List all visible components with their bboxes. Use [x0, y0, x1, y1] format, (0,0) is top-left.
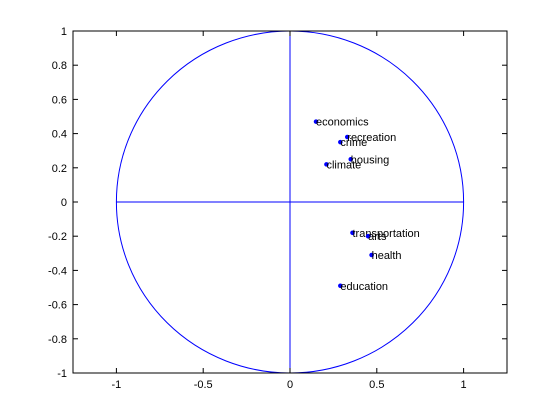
data-point-climate	[324, 162, 329, 167]
chart-marks: economicsrecreationcrimehousingclimatetr…	[115, 30, 465, 374]
y-tick-label: -0.4	[48, 265, 67, 277]
x-tick-label: 1	[461, 379, 467, 391]
data-point-education	[338, 283, 343, 289]
y-tick-label: 0.2	[52, 163, 67, 175]
x-tick-label: -1	[112, 379, 122, 391]
data-point-crime	[338, 139, 343, 145]
data-point-recreation	[344, 134, 350, 140]
y-tick-label: -0.8	[48, 334, 67, 346]
point-label-climate: climate	[326, 159, 361, 171]
data-point-housing	[348, 156, 354, 162]
data-point-health	[369, 252, 374, 258]
y-tick-label: -0.2	[48, 231, 67, 243]
y-tick-label: 1	[61, 26, 67, 38]
point-label-housing: housing	[351, 154, 390, 166]
data-point-arts	[365, 233, 371, 239]
x-tick-label: 0.5	[369, 379, 384, 391]
y-tick-label: -1	[57, 368, 67, 380]
point-label-recreation: recreation	[347, 132, 396, 144]
y-tick-label: 0.4	[52, 129, 67, 141]
y-tick-label: 0.6	[52, 94, 67, 106]
y-tick-label: 0	[61, 197, 67, 209]
x-tick-label: 0	[287, 379, 293, 391]
point-label-economics: economics	[316, 117, 369, 129]
point-label-education: education	[340, 281, 388, 293]
point-label-health: health	[372, 250, 402, 262]
data-point-transportation	[350, 230, 355, 236]
point-label-arts: arts	[368, 231, 387, 243]
point-label-crime: crime	[340, 137, 367, 149]
y-tick-label: -0.6	[48, 300, 67, 312]
plot-frame	[72, 30, 508, 374]
y-tick-label: 0.8	[52, 60, 67, 72]
data-point-economics	[313, 119, 319, 124]
axis-ticks: -1 -0.5 0 0.5 1 -1 -0.8 -0.6 -0.4 -0.2 0 0.2 0.4 0.6 0…	[48, 26, 507, 391]
x-tick-label: -0.5	[194, 379, 213, 391]
